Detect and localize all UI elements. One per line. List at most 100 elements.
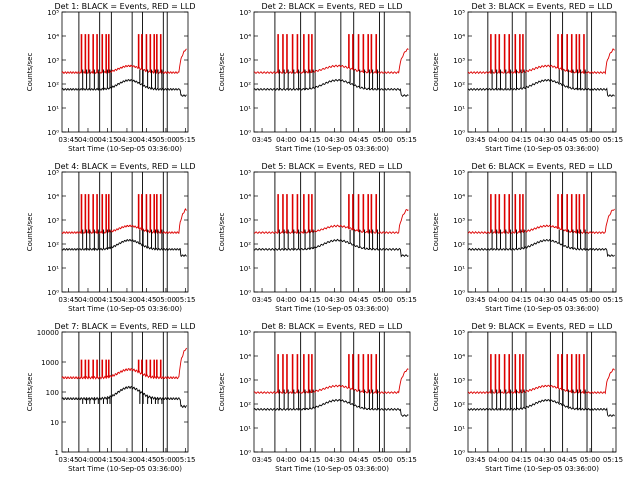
y-tick-label: 10² <box>47 81 59 89</box>
panel-title: Det 4: BLACK = Events, RED = LLD <box>55 162 196 171</box>
series-line-events <box>253 238 409 258</box>
x-tick-label: 04:45 <box>136 136 156 144</box>
x-tick-label: 03:45 <box>466 456 486 464</box>
x-tick-label: 04:30 <box>324 456 344 464</box>
y-tick-label: 10⁰ <box>239 129 251 137</box>
y-tick-label: 10¹ <box>453 425 465 433</box>
panel-det-6: Det 6: BLACK = Events, RED = LLD Counts/s… <box>432 162 623 313</box>
x-tick-label: 04:00 <box>488 136 508 144</box>
x-tick-label: 05:15 <box>175 136 195 144</box>
x-tick-label: 04:00 <box>78 136 98 144</box>
y-axis-label: Counts/sec <box>432 53 440 92</box>
y-tick-label: 10⁴ <box>47 193 59 201</box>
panel-det-5: Det 5: BLACK = Events, RED = LLD Counts/s… <box>218 162 417 313</box>
y-tick-label: 10⁵ <box>453 329 465 337</box>
x-tick-label: 04:45 <box>557 136 577 144</box>
x-tick-label: 05:15 <box>603 296 623 304</box>
x-tick-label: 04:30 <box>117 136 137 144</box>
x-tick-label: 05:15 <box>397 136 417 144</box>
y-tick-label: 10⁰ <box>239 449 251 457</box>
x-tick-label: 05:00 <box>156 296 176 304</box>
x-tick-label: 04:30 <box>117 456 137 464</box>
x-axis-label: Start Time (10-Sep-05 03:36:00) <box>485 305 599 313</box>
series-line-events <box>61 239 187 257</box>
x-tick-label: 04:45 <box>557 456 577 464</box>
x-axis-label: Start Time (10-Sep-05 03:36:00) <box>68 145 182 153</box>
x-tick-label: 05:00 <box>580 136 600 144</box>
y-tick-label: 10⁴ <box>453 33 465 41</box>
y-tick-label: 10³ <box>47 217 59 225</box>
x-tick-label: 03:45 <box>466 136 486 144</box>
panel-det-4: Det 4: BLACK = Events, RED = LLD Counts/s… <box>26 162 195 313</box>
y-axis-label: Counts/sec <box>432 213 440 252</box>
series-line-lld <box>253 208 409 235</box>
x-tick-label: 04:30 <box>324 136 344 144</box>
x-tick-label: 04:45 <box>348 136 368 144</box>
x-tick-label: 04:15 <box>97 136 117 144</box>
y-tick-label: 10¹ <box>47 265 59 273</box>
y-tick-label: 10⁰ <box>47 289 59 297</box>
y-tick-label: 10³ <box>47 57 59 65</box>
y-axis-label: Counts/sec <box>218 373 226 412</box>
x-axis-label: Start Time (10-Sep-05 03:36:00) <box>68 465 182 473</box>
x-tick-label: 04:00 <box>276 456 296 464</box>
series-line-events <box>61 385 188 409</box>
y-tick-label: 10³ <box>453 217 465 225</box>
y-axis-label: Counts/sec <box>218 53 226 92</box>
series-line-lld <box>253 48 409 75</box>
y-axis-label: Counts/sec <box>26 53 34 92</box>
y-tick-label: 10⁵ <box>47 9 59 17</box>
y-tick-label: 10⁰ <box>453 129 465 137</box>
y-tick-label: 10³ <box>239 377 251 385</box>
plot-frame <box>61 171 189 293</box>
x-tick-label: 05:00 <box>156 456 176 464</box>
x-tick-label: 04:00 <box>488 456 508 464</box>
x-tick-label: 05:00 <box>580 296 600 304</box>
x-tick-label: 05:00 <box>580 456 600 464</box>
y-tick-label: 10¹ <box>47 105 59 113</box>
x-tick-label: 05:15 <box>397 296 417 304</box>
y-tick-label: 10² <box>239 401 251 409</box>
x-axis-label: Start Time (10-Sep-05 03:36:00) <box>485 465 599 473</box>
y-axis-label: Counts/sec <box>26 213 34 252</box>
x-tick-label: 04:30 <box>324 296 344 304</box>
series-line-lld <box>467 48 615 75</box>
y-tick-label: 10⁴ <box>239 353 251 361</box>
y-tick-label: 10¹ <box>453 265 465 273</box>
x-tick-label: 04:15 <box>97 296 117 304</box>
y-tick-label: 10² <box>239 241 251 249</box>
y-tick-label: 10 <box>50 419 59 427</box>
y-tick-label: 10⁵ <box>239 9 251 17</box>
x-tick-label: 04:15 <box>300 136 320 144</box>
panel-det-7: Det 7: BLACK = Events, RED = LLD Counts/s… <box>26 322 195 473</box>
x-tick-label: 04:15 <box>300 296 320 304</box>
y-tick-label: 1 <box>55 449 59 457</box>
x-axis-label: Start Time (10-Sep-05 03:36:00) <box>275 465 389 473</box>
x-tick-label: 04:30 <box>534 136 554 144</box>
x-tick-label: 04:45 <box>136 296 156 304</box>
y-tick-label: 10¹ <box>239 425 251 433</box>
x-tick-label: 04:15 <box>97 456 117 464</box>
x-axis-label: Start Time (10-Sep-05 03:36:00) <box>275 305 389 313</box>
x-tick-label: 03:45 <box>58 136 78 144</box>
y-tick-label: 10² <box>239 81 251 89</box>
panel-title: Det 7: BLACK = Events, RED = LLD <box>55 322 196 331</box>
y-tick-label: 100 <box>46 389 59 397</box>
y-tick-label: 10⁵ <box>453 169 465 177</box>
series-line-lld <box>253 368 409 395</box>
panel-title: Det 6: BLACK = Events, RED = LLD <box>472 162 613 171</box>
y-tick-label: 10³ <box>239 57 251 65</box>
x-tick-label: 05:00 <box>373 456 393 464</box>
x-axis-label: Start Time (10-Sep-05 03:36:00) <box>68 305 182 313</box>
y-axis-label: Counts/sec <box>432 373 440 412</box>
x-tick-label: 04:15 <box>511 456 531 464</box>
y-tick-label: 10³ <box>239 217 251 225</box>
x-tick-label: 04:45 <box>348 456 368 464</box>
series-line-events <box>467 399 615 417</box>
x-tick-label: 04:00 <box>488 296 508 304</box>
y-tick-label: 10² <box>453 81 465 89</box>
y-tick-label: 1000 <box>41 359 59 367</box>
x-tick-label: 05:15 <box>603 136 623 144</box>
y-tick-label: 10⁰ <box>453 449 465 457</box>
x-axis-label: Start Time (10-Sep-05 03:36:00) <box>275 145 389 153</box>
